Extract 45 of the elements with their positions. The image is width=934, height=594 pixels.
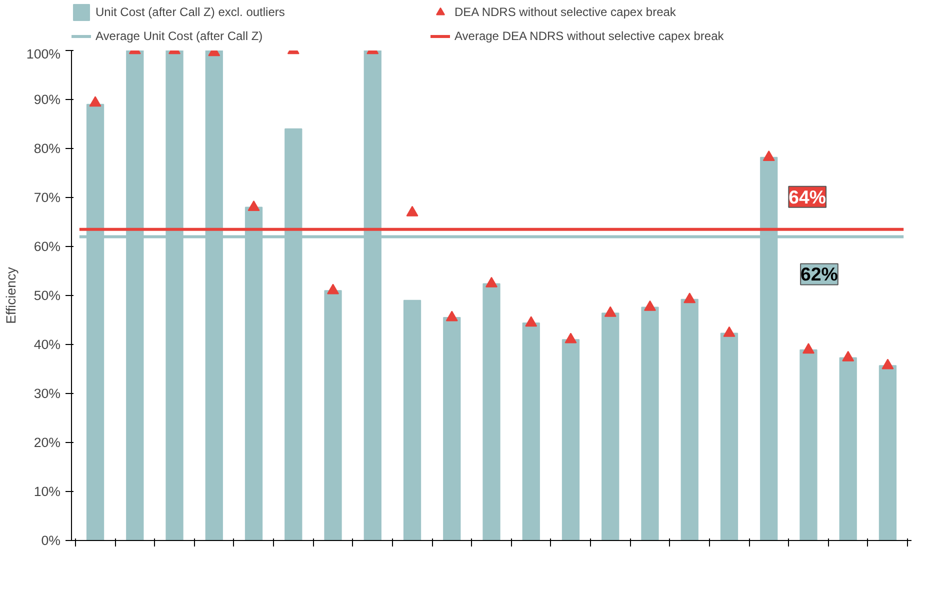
- bar: [443, 317, 461, 540]
- bar: [641, 306, 659, 540]
- bar: [680, 298, 698, 540]
- y-tick-label: 50%: [34, 288, 61, 303]
- bar: [522, 322, 540, 540]
- legend-label: Average Unit Cost (after Call Z): [96, 29, 264, 43]
- point: [882, 358, 894, 370]
- bar: [562, 339, 580, 540]
- y-tick-label: 90%: [34, 92, 61, 107]
- point: [525, 316, 538, 327]
- point: [644, 300, 656, 311]
- point: [842, 350, 854, 362]
- y-tick-label: 0%: [41, 533, 61, 548]
- bar: [878, 365, 897, 540]
- point: [486, 276, 498, 288]
- point: [802, 343, 814, 354]
- point: [248, 200, 260, 211]
- bar: [482, 283, 500, 540]
- bar: [839, 357, 857, 540]
- annotation: 62%: [800, 264, 838, 285]
- bar: [602, 312, 620, 540]
- point: [327, 284, 340, 294]
- y-tick-label: 80%: [34, 141, 61, 156]
- annotation: 64%: [788, 186, 826, 208]
- y-tick-label: 100%: [26, 46, 61, 62]
- bar: [800, 349, 818, 540]
- y-axis-title: Efficiency: [3, 266, 18, 324]
- bar: [720, 332, 738, 540]
- bar: [324, 290, 342, 540]
- bar: [403, 300, 422, 540]
- legend-label: DEA NDRS without selective capex break: [454, 5, 677, 19]
- y-tick-label: 60%: [34, 239, 61, 254]
- y-tick-label: 70%: [34, 190, 61, 205]
- legend-label: Average DEA NDRS without selective capex break: [454, 29, 725, 43]
- y-tick-label: 40%: [34, 337, 61, 352]
- point: [723, 326, 736, 337]
- point: [684, 292, 696, 304]
- y-tick-label: 30%: [34, 386, 61, 401]
- y-tick-label: 10%: [34, 484, 61, 499]
- y-tick-label: 20%: [34, 435, 61, 450]
- point: [564, 332, 577, 344]
- point: [604, 306, 616, 317]
- point: [406, 206, 418, 216]
- legend-label: Unit Cost (after Call Z) excl. outliers: [96, 5, 286, 19]
- point: [446, 310, 458, 322]
